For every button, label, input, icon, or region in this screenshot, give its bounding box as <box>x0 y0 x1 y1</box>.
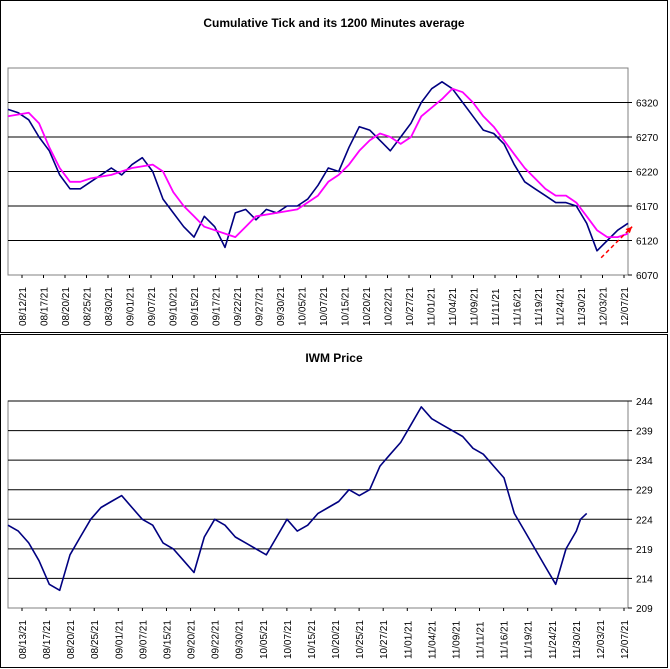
tick-x-tick-label: 11/09/21 <box>470 287 481 326</box>
tick-x-tick-label: 11/01/21 <box>427 287 438 326</box>
iwm-x-tick-label: 11/04/21 <box>427 620 438 659</box>
tick-chart-svg: 6070 6120 6170 6220 6270 6320 08/12/21 08/17/21… <box>7 67 659 326</box>
iwm-x-tick-label: 09/01/21 <box>114 620 125 659</box>
iwm-x-tick-label: 09/07/21 <box>138 620 149 659</box>
tick-trend-arrow-line <box>600 226 633 259</box>
iwm-x-tick-label: 11/30/21 <box>572 620 583 659</box>
tick-x-tick-label: 12/03/21 <box>599 287 610 326</box>
iwm-x-tick-label: 09/30/21 <box>235 620 246 659</box>
tick-x-tick-label: 08/12/21 <box>18 287 29 326</box>
tick-x-tick-label: 10/20/21 <box>362 287 373 326</box>
iwm-y-tick-label: 214 <box>636 574 653 585</box>
iwm-x-tick-label: 11/19/21 <box>524 620 535 659</box>
tick-x-tick-label: 12/07/21 <box>620 287 631 326</box>
iwm-y-tick-label: 229 <box>636 486 653 497</box>
tick-series-line-1 <box>7 81 629 252</box>
iwm-plot-area <box>7 400 629 609</box>
tick-x-tick-label: 08/17/21 <box>40 287 51 326</box>
iwm-x-tick-label: 08/17/21 <box>42 620 53 659</box>
iwm-x-tick-label: 10/07/21 <box>283 620 294 659</box>
iwm-x-tick-label: 10/20/21 <box>331 620 342 659</box>
iwm-series-line-1 <box>7 406 588 592</box>
tick-x-tick-label: 10/15/21 <box>341 287 352 326</box>
tick-y-tick-label: 6120 <box>636 237 659 248</box>
tick-y-tick-label: 6170 <box>636 202 659 213</box>
iwm-y-tick-label: 224 <box>636 515 653 526</box>
iwm-x-tick-label: 11/24/21 <box>548 620 559 659</box>
iwm-x-tick-label: 09/15/21 <box>162 620 173 659</box>
iwm-x-tick-label: 11/01/21 <box>403 620 414 659</box>
tick-x-tick-label: 09/17/21 <box>212 287 223 326</box>
iwm-chart-panel: IWM Price 209 214 219 224 229 234 239 244 08/13/… <box>0 334 668 668</box>
iwm-x-tick-label: 11/11/21 <box>476 621 487 659</box>
iwm-x-tick-label: 08/13/21 <box>18 620 29 659</box>
iwm-y-tick-label: 209 <box>636 604 653 615</box>
tick-trend-arrow-head <box>625 226 633 234</box>
iwm-y-tick-label: 244 <box>636 397 653 408</box>
iwm-x-tick-label: 08/20/21 <box>66 620 77 659</box>
tick-x-tick-label: 11/16/21 <box>513 287 524 326</box>
tick-x-tick-label: 08/30/21 <box>104 287 115 326</box>
tick-series-line-2 <box>7 87 629 238</box>
iwm-chart-title: IWM Price <box>305 351 363 365</box>
tick-y-tick-label: 6270 <box>636 133 659 144</box>
tick-x-tick-label: 09/15/21 <box>190 287 201 326</box>
tick-x-tick-label: 11/04/21 <box>448 287 459 326</box>
tick-x-tick-label: 09/01/21 <box>126 287 137 326</box>
tick-x-tick-label: 10/05/21 <box>298 287 309 326</box>
tick-y-tick-label: 6070 <box>636 271 659 282</box>
iwm-y-tick-label: 219 <box>636 545 653 556</box>
tick-x-tick-label: 11/24/21 <box>556 287 567 326</box>
tick-x-tick-label: 10/27/21 <box>405 287 416 326</box>
iwm-y-tick-label: 234 <box>636 456 653 467</box>
iwm-y-tick-label: 239 <box>636 427 653 438</box>
tick-chart-panel: Cumulative Tick and its 1200 Minutes ave… <box>0 0 668 333</box>
iwm-x-tick-label: 12/03/21 <box>596 620 607 659</box>
iwm-chart-svg: 209 214 219 224 229 234 239 244 08/13/21 08/17/21… <box>7 397 653 659</box>
iwm-x-tick-label: 08/25/21 <box>90 620 101 659</box>
tick-x-tick-label: 09/22/21 <box>233 287 244 326</box>
tick-x-tick-label: 09/27/21 <box>255 287 266 326</box>
tick-x-tick-label: 10/07/21 <box>319 287 330 326</box>
iwm-x-tick-label: 09/22/21 <box>211 620 222 659</box>
iwm-x-tick-label: 10/05/21 <box>259 620 270 659</box>
tick-x-tick-label: 09/30/21 <box>276 287 287 326</box>
tick-y-tick-label: 6320 <box>636 99 659 110</box>
iwm-x-tick-label: 10/15/21 <box>307 620 318 659</box>
tick-y-tick-label: 6220 <box>636 168 659 179</box>
tick-x-tick-label: 11/11/21 <box>491 288 502 326</box>
iwm-x-tick-label: 10/25/21 <box>355 620 366 659</box>
tick-chart-title: Cumulative Tick and its 1200 Minutes ave… <box>203 16 465 30</box>
tick-x-tick-label: 08/20/21 <box>61 287 72 326</box>
tick-x-tick-label: 10/22/21 <box>384 287 395 326</box>
iwm-x-tick-label: 11/09/21 <box>451 620 462 659</box>
iwm-x-tick-label: 11/16/21 <box>500 620 511 659</box>
tick-x-tick-label: 09/07/21 <box>147 287 158 326</box>
iwm-x-tick-label: 12/07/21 <box>620 620 631 659</box>
iwm-x-tick-label: 09/20/21 <box>187 620 198 659</box>
tick-x-tick-label: 11/30/21 <box>577 287 588 326</box>
iwm-x-tick-label: 10/27/21 <box>379 620 390 659</box>
tick-x-tick-label: 09/10/21 <box>169 287 180 326</box>
tick-x-tick-label: 11/19/21 <box>534 287 545 326</box>
tick-x-tick-label: 08/25/21 <box>83 287 94 326</box>
